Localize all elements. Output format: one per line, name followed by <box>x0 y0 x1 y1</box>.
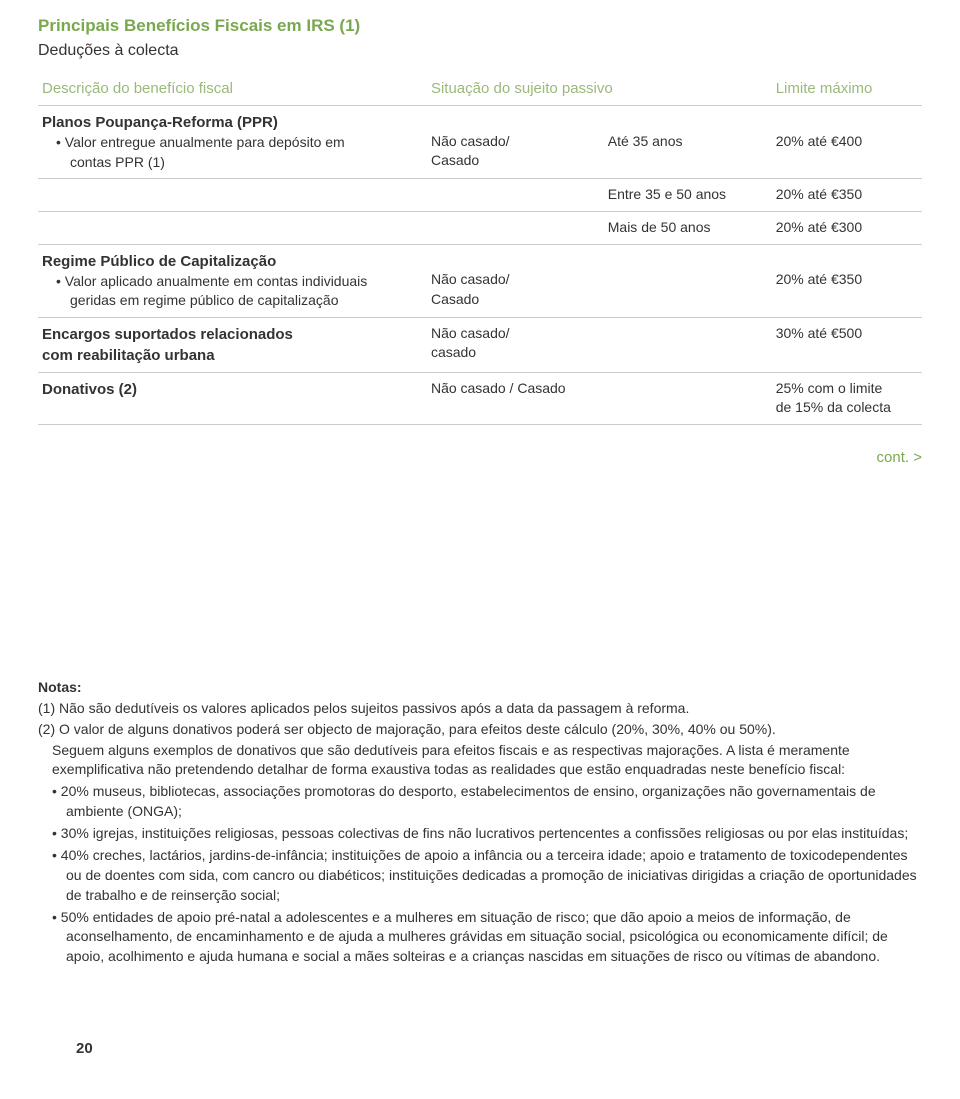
sit-line: Casado <box>431 152 479 168</box>
age-cell: Até 35 anos <box>608 133 683 149</box>
title-main: Principais Benefícios Fiscais em IRS (1) <box>38 14 922 38</box>
table-header-row: Descrição do benefício fiscal Situação d… <box>38 72 922 106</box>
section-name-line: Encargos suportados relacionados <box>42 326 293 343</box>
header-sit: Situação do sujeito passivo <box>427 72 772 106</box>
note-bullet: • 30% igrejas, instituições religiosas, … <box>38 824 922 844</box>
page-number: 20 <box>76 1038 93 1059</box>
sit-line: casado <box>431 344 476 360</box>
table-row: Donativos (2) Não casado / Casado 25% co… <box>38 372 922 424</box>
note-line: (2) O valor de alguns donativos poderá s… <box>38 720 922 740</box>
section-name: Planos Poupança-Reforma (PPR) <box>42 114 278 131</box>
item-line: Valor entregue anualmente para depósito … <box>42 133 423 153</box>
age-cell: Entre 35 e 50 anos <box>604 179 772 212</box>
notes-section: Notas: (1) Não são dedutíveis os valores… <box>38 678 922 967</box>
section-name: Regime Público de Capitalização <box>42 253 276 270</box>
note-bullet: • 20% museus, bibliotecas, associações p… <box>38 782 922 822</box>
title-sub: Deduções à colecta <box>38 40 922 62</box>
notes-title: Notas: <box>38 678 922 698</box>
note-line: Seguem alguns exemplos de donativos que … <box>38 741 922 781</box>
sit-cell: Não casado / Casado <box>427 372 772 424</box>
benefits-table: Descrição do benefício fiscal Situação d… <box>38 72 922 425</box>
lim-cell: 20% até €350 <box>772 179 922 212</box>
item-line: Valor aplicado anualmente em contas indi… <box>42 272 423 292</box>
section-name: Donativos (2) <box>42 381 137 398</box>
header-lim: Limite máximo <box>772 72 922 106</box>
sit-line: Não casado/ <box>431 271 510 287</box>
lim-line: de 15% da colecta <box>776 399 891 415</box>
lim-cell: 20% até €350 <box>776 271 862 287</box>
header-desc: Descrição do benefício fiscal <box>38 72 427 106</box>
section-name-line: com reabilitação urbana <box>42 347 215 364</box>
table-row: Planos Poupança-Reforma (PPR) Valor entr… <box>38 106 922 179</box>
age-cell: Mais de 50 anos <box>604 211 772 244</box>
sit-line: Não casado/ <box>431 325 510 341</box>
lim-line: 25% com o limite <box>776 380 883 396</box>
continuation-marker: cont. > <box>38 447 922 468</box>
item-line: geridas em regime público de capitalizaç… <box>42 291 423 311</box>
table-row: Entre 35 e 50 anos 20% até €350 <box>38 179 922 212</box>
note-bullet: • 50% entidades de apoio pré-natal a ado… <box>38 908 922 968</box>
table-row: Regime Público de Capitalização Valor ap… <box>38 244 922 317</box>
sit-line: Casado <box>431 291 479 307</box>
table-row: Encargos suportados relacionados com rea… <box>38 317 922 372</box>
lim-cell: 20% até €400 <box>776 133 862 149</box>
sit-line: Não casado/ <box>431 133 510 149</box>
lim-cell: 30% até €500 <box>772 317 922 372</box>
lim-cell: 20% até €300 <box>772 211 922 244</box>
item-line: contas PPR (1) <box>42 153 423 173</box>
note-line: (1) Não são dedutíveis os valores aplica… <box>38 699 922 719</box>
note-bullet: • 40% creches, lactários, jardins-de-inf… <box>38 846 922 906</box>
table-row: Mais de 50 anos 20% até €300 <box>38 211 922 244</box>
